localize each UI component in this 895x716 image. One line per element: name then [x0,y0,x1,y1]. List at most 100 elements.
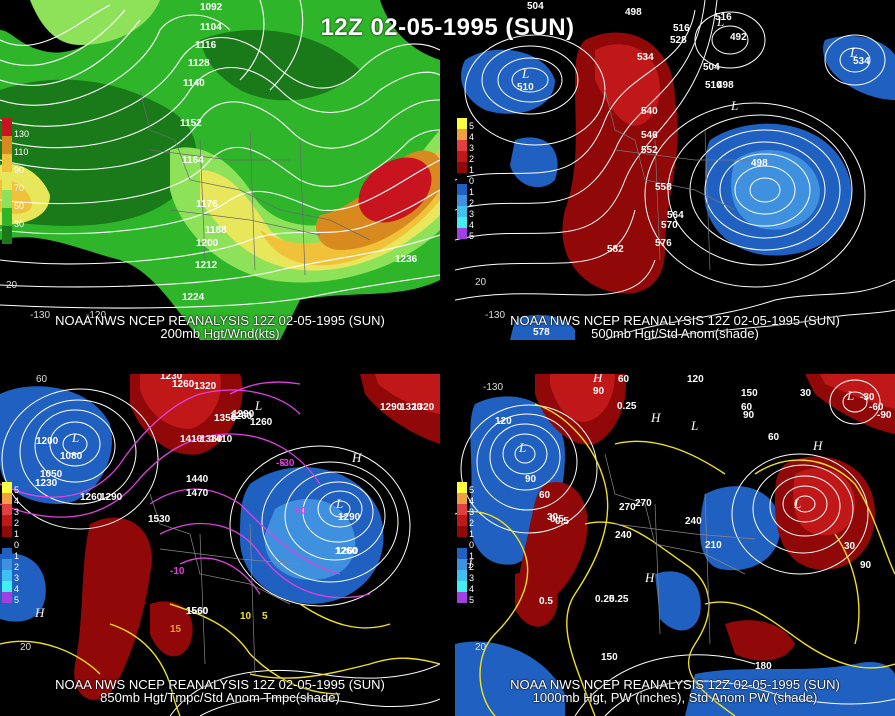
contour-label: 578 [533,327,550,338]
contour-label: 516 [715,12,732,23]
contour-label: 528 [670,35,687,46]
low-pressure-marker: L [849,45,857,60]
contour-label: 1560 [186,606,209,617]
contour-label: 1260 [336,546,359,557]
legend-label: 1 [469,551,475,561]
panel-850mb-height-temperature: 1230 1260 1320 1350 1410 1380 1290 1260 … [0,374,440,716]
axis-tick: -130 [483,382,503,393]
contour-label: 1350 [214,413,237,424]
contour-label: 1320 [412,402,435,413]
high-pressure-marker: H [812,438,823,453]
legend-label: 4 [469,220,475,230]
contour-label: -90 [877,410,892,421]
legend-label: 130 [14,129,30,139]
legend-label: 3 [469,573,475,583]
low-pressure-marker: L [521,66,529,81]
color-legend [457,482,467,603]
panel-500mb-height-anomaly: 504 498 516 528 534 492 534 504 498 510 … [455,0,895,340]
contour-label: 60 [741,402,753,413]
caption-field: 850mb Hgt/Tmpc/Std Anom Tmpc(shade) [100,690,340,705]
caption-source: NOAA NWS NCEP REANALYSIS 12Z 02-05-1995 … [55,677,385,692]
temperature-label: -5 [276,458,285,469]
low-pressure-marker: L [335,496,343,511]
color-legend [2,482,12,603]
low-pressure-marker: L [793,496,801,511]
contour-label: 1380 [200,434,223,445]
contour-label: 120 [495,416,512,427]
legend-label: 2 [469,198,475,208]
caption-source: NOAA NWS NCEP REANALYSIS 12Z 02-05-1995 … [510,677,840,692]
high-pressure-marker: H [592,374,603,385]
temperature-label: -20 [292,506,307,517]
legend-label: 0 [14,540,20,550]
legend-label: 4 [469,132,475,142]
contour-label: 1116 [195,40,217,51]
contour-label: 90 [593,386,605,397]
legend-label: 5 [469,485,475,495]
contour-label: 210 [705,540,722,551]
legend-label: 5 [469,121,475,131]
contour-label: 1290 [232,409,255,420]
legend-labels: 5 4 3 2 1 0 1 2 3 4 5 [14,486,19,607]
contour-label: 492 [730,32,747,43]
contour-label: 582 [607,244,624,255]
panel-1000mb-height-pw: 60 120 90 0.25 150 60 30 90 60 120 90 60… [455,374,895,716]
contour-label: 90 [860,560,872,571]
legend-label: 3 [14,507,20,517]
contour-label: 498 [751,158,768,169]
contour-label: 0.5 [550,514,564,525]
contour-label: 1050 [40,469,63,480]
temperature-label: -10 [170,566,185,577]
contour-label: 90 [525,474,537,485]
axis-tick: -130 [30,310,50,321]
legend-label: 4 [469,584,475,594]
contour-label: 270 [619,502,636,513]
contour-label: 60 [539,490,551,501]
panel-caption: NOAA NWS NCEP REANALYSIS 12Z 02-05-1995 … [0,314,440,340]
contour-label: 552 [641,145,658,156]
contour-label: 0.5 [539,596,553,607]
contour-label: 1128 [188,58,210,69]
high-pressure-marker: H [650,410,661,425]
contour-label: 1320 [400,402,423,413]
contour-label: 0.5 [555,516,569,527]
axis-tick: -130 [485,310,505,321]
contour-label: 1230 [160,374,183,382]
contour-label: 1200 [196,238,219,249]
contour-label: -30 [860,392,875,403]
legend-label: 0 [469,540,475,550]
contour-label: 180 [755,661,772,672]
axis-tick: -120 [86,310,106,321]
contour-label: 540 [641,106,658,117]
contour-label: -60 [869,402,884,413]
contour-label: 498 [717,80,734,91]
low-pressure-marker: L [730,98,738,113]
axis-tick: 60 [36,374,48,385]
temperature-label: 15 [170,624,182,635]
contour-label: 570 [661,220,678,231]
low-pressure-marker: L [716,14,724,29]
contour-label: 1188 [205,225,227,236]
temperature-label: 5 [262,611,268,622]
contour-label: 1104 [200,22,222,33]
contour-label: 1260 [250,417,273,428]
page-title: 12Z 02-05-1995 (SUN) [320,14,575,41]
legend-labels: 5 4 3 2 1 0 1 2 3 4 5 [469,122,474,243]
high-pressure-marker: H [34,605,45,620]
contour-label: 60 [618,374,630,385]
map-200mb: 1092 1104 1116 1128 1140 1152 1164 1176 … [0,0,440,340]
contour-label: 1080 [60,451,83,462]
legend-label: 5 [469,231,475,241]
legend-label: 3 [14,573,20,583]
legend-label: 90 [14,165,25,175]
axis-tick: 20 [475,277,487,288]
low-pressure-marker: L [71,430,79,445]
contour-label: 576 [655,238,672,249]
high-pressure-marker: H [462,556,473,571]
contour-label: 1260 [335,546,358,557]
panel-caption: NOAA NWS NCEP REANALYSIS 12Z 02-05-1995 … [0,678,440,704]
contour-label: 1260 [172,379,195,390]
legend-label: 70 [14,183,25,193]
contour-label: 546 [641,130,658,141]
contour-label: 498 [625,7,642,18]
